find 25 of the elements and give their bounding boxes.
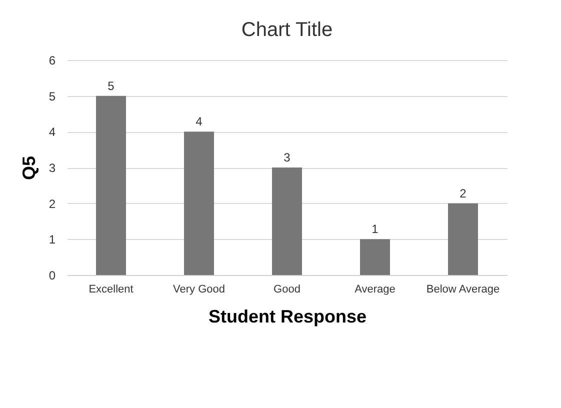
y-tick-label: 2 [48, 196, 56, 211]
x-tick-label: Very Good [173, 284, 225, 296]
chart-title: Chart Title [241, 19, 333, 41]
x-tick-label: Good [274, 284, 300, 296]
y-tick-label: 0 [48, 268, 56, 282]
data-label: 1 [372, 222, 379, 236]
y-tick-label: 3 [48, 161, 56, 175]
y-tick-label: 4 [48, 125, 56, 140]
bar [96, 96, 126, 275]
x-axis-title: Student Response [208, 306, 367, 326]
bar [448, 203, 478, 275]
x-tick-label: Average [354, 284, 396, 296]
y-tick-label: 5 [48, 89, 56, 104]
y-tick-label: 6 [48, 54, 56, 68]
y-tick-label: 1 [48, 232, 56, 247]
y-axis-title: Q5 [18, 156, 39, 180]
bar [360, 239, 390, 275]
bar [184, 132, 214, 275]
x-tick-label: Below Average [426, 284, 500, 296]
data-label: 4 [196, 114, 203, 129]
data-label: 5 [108, 78, 115, 93]
bar [272, 168, 302, 275]
data-label: 2 [460, 186, 467, 200]
data-label: 3 [284, 150, 291, 164]
x-tick-label: Excellent [88, 284, 134, 296]
